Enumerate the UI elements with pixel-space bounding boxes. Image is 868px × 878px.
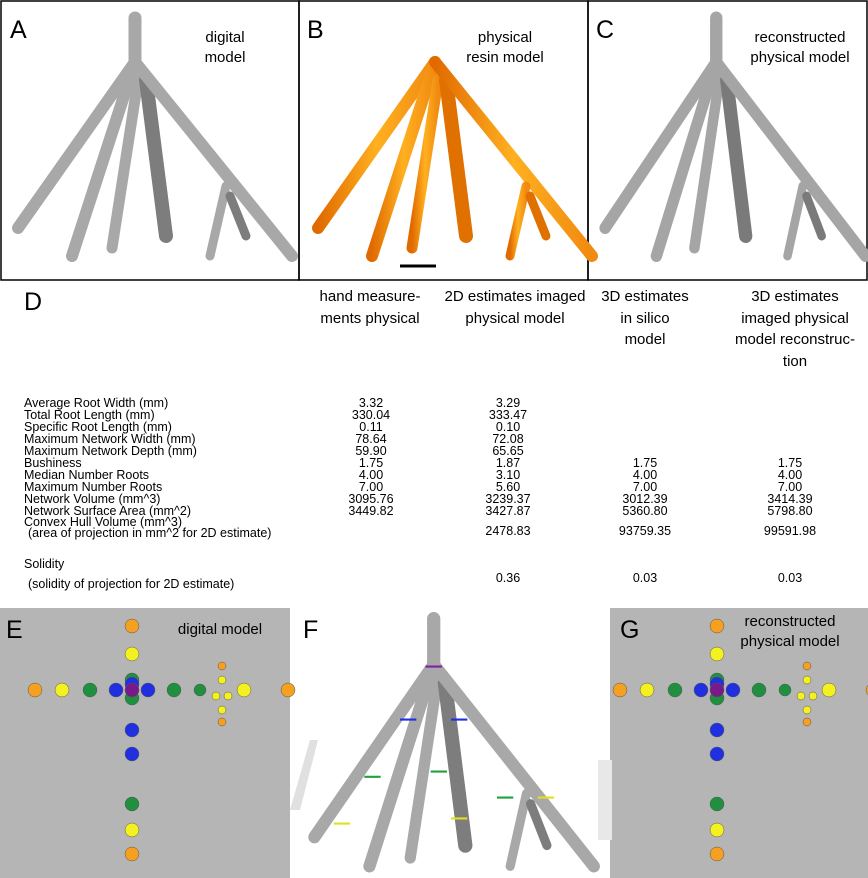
panel-caption: physical [450, 28, 560, 48]
marker-dot [218, 706, 226, 714]
marker-dot [803, 706, 811, 714]
marker-dot [822, 683, 836, 697]
marker-dot [125, 797, 139, 811]
marker-dot [803, 676, 811, 684]
marker-dot [125, 747, 139, 761]
marker-dot [28, 683, 42, 697]
column-header: 3D estimates [580, 286, 710, 308]
root-branch [788, 186, 803, 256]
row-label: Solidity [24, 558, 64, 570]
column-header: physical model [440, 308, 590, 330]
marker-dot [281, 683, 295, 697]
marker-dot [194, 684, 206, 696]
marker-dot [710, 797, 724, 811]
marker-dot [125, 723, 139, 737]
marker-dot [125, 683, 139, 697]
panel-caption: digital model [165, 620, 275, 640]
panel-label: C [596, 18, 614, 43]
marker-dot [125, 823, 139, 837]
marker-dot [779, 684, 791, 696]
panel-caption: model [195, 48, 255, 68]
marker-dot [218, 662, 226, 670]
column-header: model [580, 329, 710, 351]
marker-dot [218, 676, 226, 684]
panel-label: B [307, 18, 324, 43]
panel-caption: resin model [450, 48, 560, 68]
marker-dot [55, 683, 69, 697]
panel-background [0, 608, 290, 878]
column-header: tion [725, 351, 865, 373]
marker-dot [613, 683, 627, 697]
column-header: imaged physical [725, 308, 865, 330]
column-header: 3D estimates [725, 286, 865, 308]
table-cell: 93759.35 [585, 525, 705, 537]
panel-label: E [6, 618, 23, 643]
marker-dot [212, 692, 220, 700]
panel-label: F [303, 618, 318, 643]
marker-dot [710, 683, 724, 697]
table-cell: 2478.83 [448, 525, 568, 537]
marker-dot [224, 692, 232, 700]
column-header: ments physical [300, 308, 440, 330]
panel-caption: reconstructed [735, 28, 865, 48]
marker-dot [125, 647, 139, 661]
marker-dot [710, 747, 724, 761]
shadow [598, 760, 612, 840]
column-header: 2D estimates imaged [440, 286, 590, 308]
marker-dot [125, 619, 139, 633]
table-cell: 0.03 [585, 572, 705, 584]
panel-caption: digital [195, 28, 255, 48]
table-cell: 3427.87 [448, 505, 568, 517]
column-header: model reconstruc- [725, 329, 865, 351]
marker-dot [109, 683, 123, 697]
marker-dot [237, 683, 251, 697]
panel-caption: physical model [715, 632, 865, 652]
figure: AdigitalmodelBphysicalresin modelCrecons… [0, 0, 868, 878]
table-cell: 0.03 [730, 572, 850, 584]
panel-label: A [10, 18, 27, 43]
column-header: hand measure- [300, 286, 440, 308]
marker-dot [803, 662, 811, 670]
marker-dot [640, 683, 654, 697]
row-note: (area of projection in mm^2 for 2D estim… [28, 527, 271, 539]
marker-dot [752, 683, 766, 697]
root-branch [510, 186, 526, 256]
table-cell: 99591.98 [730, 525, 850, 537]
panel-caption: physical model [735, 48, 865, 68]
marker-dot [710, 723, 724, 737]
root-branch [210, 186, 226, 256]
table-cell: 5360.80 [585, 505, 705, 517]
panel-caption: reconstructed [715, 612, 865, 632]
shadow [290, 740, 318, 810]
marker-dot [83, 683, 97, 697]
root-network [314, 619, 593, 867]
marker-dot [141, 683, 155, 697]
row-note: (solidity of projection for 2D estimate) [28, 578, 234, 590]
marker-dot [803, 718, 811, 726]
table-cell: 3449.82 [311, 505, 431, 517]
marker-dot [668, 683, 682, 697]
marker-dot [809, 692, 817, 700]
marker-dot [218, 718, 226, 726]
table-cell: 0.36 [448, 572, 568, 584]
marker-dot [125, 847, 139, 861]
panel-label: D [24, 290, 42, 315]
marker-dot [167, 683, 181, 697]
panel-label: G [620, 618, 639, 643]
marker-dot [726, 683, 740, 697]
marker-dot [694, 683, 708, 697]
marker-dot [797, 692, 805, 700]
table-cell: 5798.80 [730, 505, 850, 517]
marker-dot [710, 847, 724, 861]
root-branch [510, 793, 526, 866]
column-header: in silico [580, 308, 710, 330]
marker-dot [710, 823, 724, 837]
